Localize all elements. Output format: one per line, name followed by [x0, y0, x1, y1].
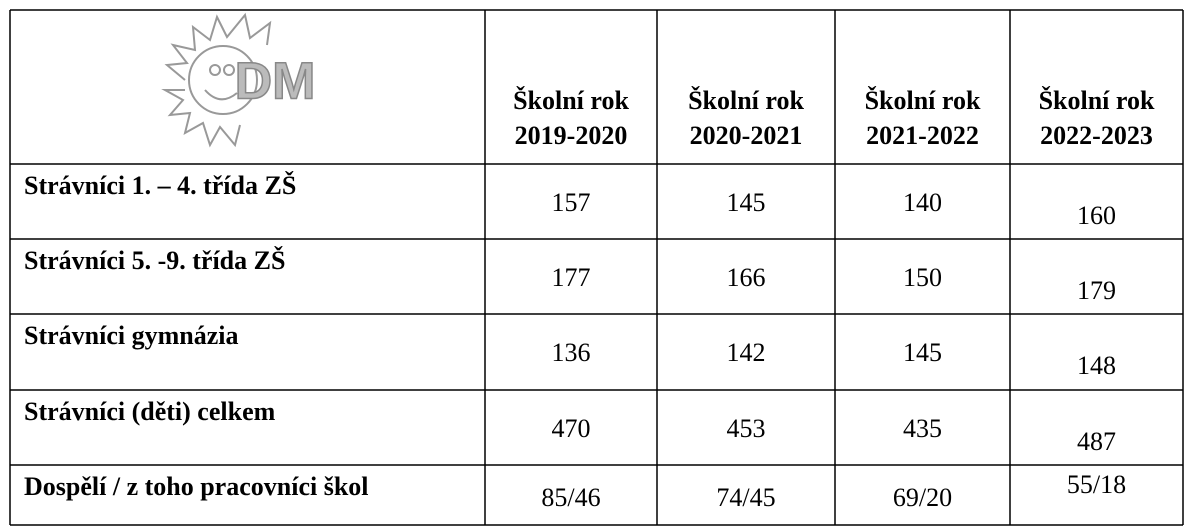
row-label: Strávníci 1. – 4. třída ZŠ — [24, 171, 296, 200]
cell-value: 136 — [552, 338, 591, 367]
cell-value: 148 — [1077, 351, 1116, 380]
cell-value: 470 — [552, 414, 591, 443]
cell-value: 179 — [1077, 276, 1116, 305]
cell-value: 55/18 — [1067, 470, 1126, 499]
cell-value: 453 — [727, 414, 766, 443]
cell-value: 142 — [727, 338, 766, 367]
column-year: 2020-2021 — [690, 121, 803, 150]
cell-value: 487 — [1077, 427, 1116, 456]
cell-value: 145 — [903, 338, 942, 367]
column-label: Školní rok — [865, 86, 981, 115]
column-label: Školní rok — [1039, 86, 1155, 115]
column-year: 2021-2022 — [866, 121, 979, 150]
cell-value: 166 — [727, 263, 766, 292]
row-label: Strávníci 5. -9. třída ZŠ — [24, 246, 285, 275]
cell-value: 157 — [552, 188, 591, 217]
cell-value: 435 — [903, 414, 942, 443]
column-label: Školní rok — [513, 86, 629, 115]
column-label: Školní rok — [688, 86, 804, 115]
column-year: 2019-2020 — [515, 121, 628, 150]
cell-value: 177 — [552, 263, 591, 292]
row-label: Strávníci gymnázia — [24, 321, 239, 350]
row-label: Dospělí / z toho pracovníci škol — [24, 472, 369, 501]
cell-value: 140 — [903, 188, 942, 217]
cell-value: 85/46 — [541, 483, 600, 512]
logo-text: DM — [235, 53, 316, 111]
cell-value: 69/20 — [893, 483, 952, 512]
row-label: Strávníci (děti) celkem — [24, 397, 276, 426]
cell-value: 150 — [903, 263, 942, 292]
cell-value: 74/45 — [716, 483, 775, 512]
cell-value: 160 — [1077, 201, 1116, 230]
column-year: 2022-2023 — [1040, 121, 1153, 150]
cell-value: 145 — [727, 188, 766, 217]
logo: DM — [161, 12, 316, 148]
